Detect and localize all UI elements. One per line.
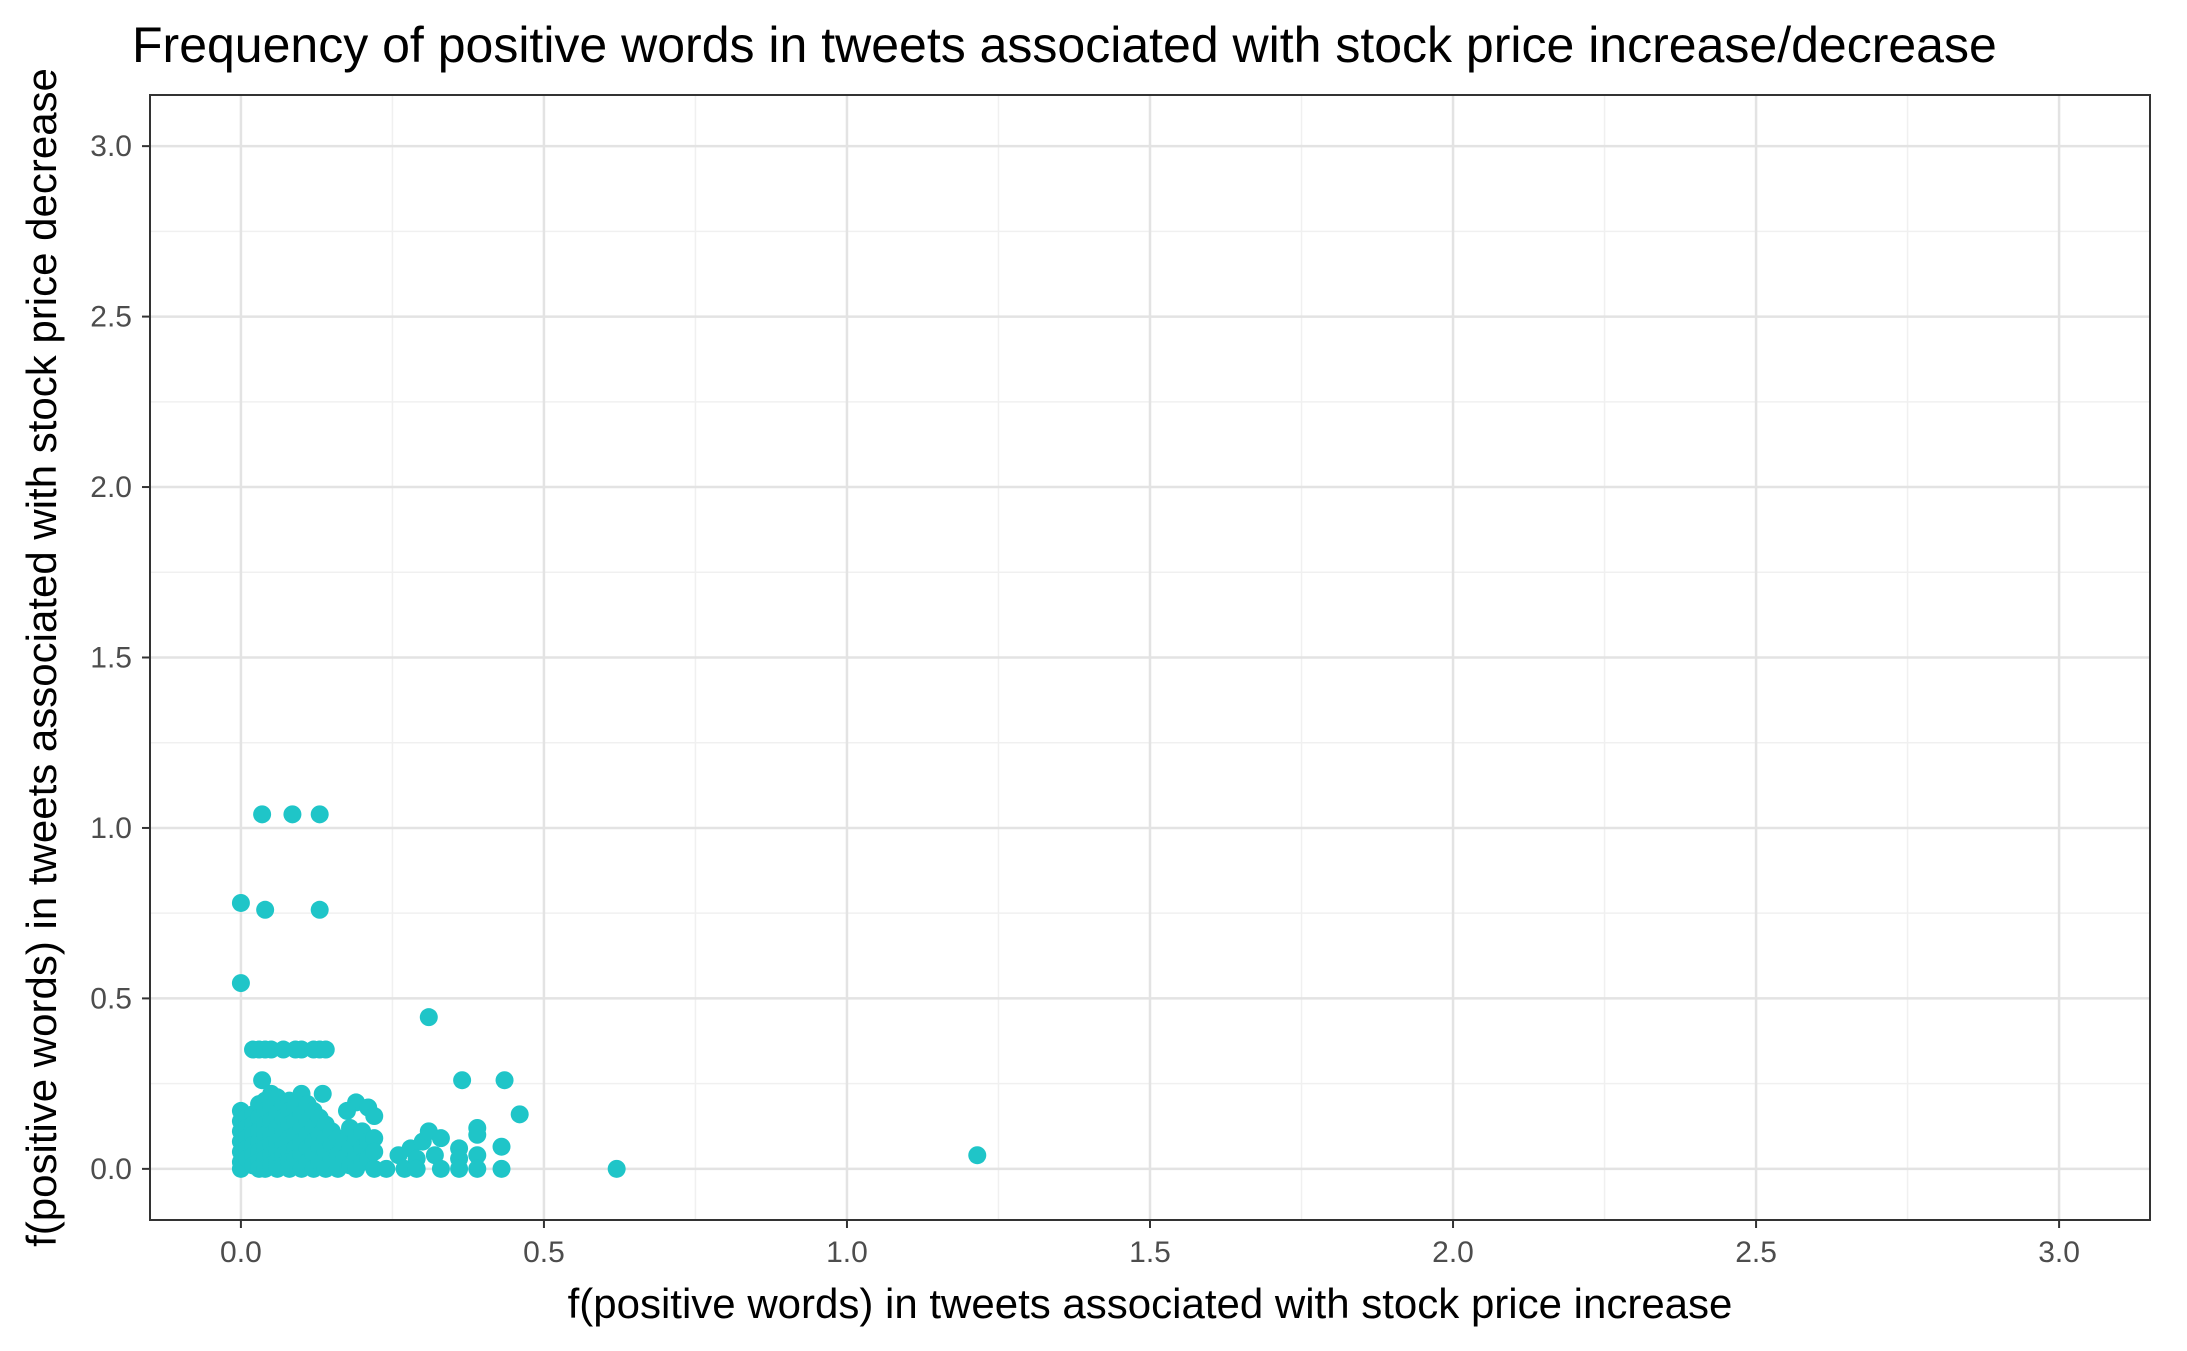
x-tick-label: 0.5 bbox=[523, 1236, 565, 1269]
data-point bbox=[310, 805, 329, 824]
y-tick-label: 2.5 bbox=[90, 301, 132, 334]
data-point bbox=[313, 1084, 332, 1103]
data-point bbox=[365, 1142, 384, 1161]
data-point bbox=[316, 1040, 335, 1059]
data-point bbox=[492, 1137, 511, 1156]
data-point bbox=[468, 1146, 487, 1165]
data-point bbox=[492, 1159, 511, 1178]
x-tick-label: 0.0 bbox=[220, 1236, 262, 1269]
x-tick-label: 2.0 bbox=[1432, 1236, 1474, 1269]
data-point bbox=[607, 1159, 626, 1178]
y-tick-label: 1.5 bbox=[90, 642, 132, 675]
y-tick-label: 2.0 bbox=[90, 471, 132, 504]
data-point bbox=[365, 1107, 384, 1126]
x-tick-label: 2.5 bbox=[1735, 1236, 1777, 1269]
y-tick-label: 0.5 bbox=[90, 982, 132, 1015]
data-point bbox=[253, 1071, 272, 1090]
data-point bbox=[231, 974, 250, 993]
data-point bbox=[283, 805, 302, 824]
x-axis-title: f(positive words) in tweets associated w… bbox=[568, 1280, 1733, 1327]
major-gridlines bbox=[150, 95, 2150, 1220]
data-point bbox=[310, 900, 329, 919]
data-point bbox=[495, 1071, 514, 1090]
data-point bbox=[337, 1101, 356, 1120]
y-axis-ticks: 0.0 0.5 1.0 1.5 2.0 2.5 3.0 bbox=[90, 130, 150, 1186]
y-axis-title: f(positive words) in tweets associated w… bbox=[18, 68, 65, 1247]
data-point bbox=[231, 893, 250, 912]
data-point bbox=[431, 1159, 450, 1178]
data-point bbox=[968, 1146, 987, 1165]
x-tick-label: 3.0 bbox=[2038, 1236, 2080, 1269]
data-point bbox=[253, 805, 272, 824]
data-point bbox=[365, 1129, 384, 1148]
chart-title: Frequency of positive words in tweets as… bbox=[132, 17, 1997, 73]
y-tick-label: 0.0 bbox=[90, 1153, 132, 1186]
data-point bbox=[419, 1008, 438, 1027]
data-point bbox=[377, 1159, 396, 1178]
data-point bbox=[510, 1105, 529, 1124]
y-tick-label: 3.0 bbox=[90, 130, 132, 163]
data-point bbox=[450, 1159, 469, 1178]
data-points bbox=[231, 805, 987, 1178]
x-tick-label: 1.5 bbox=[1129, 1236, 1171, 1269]
data-point bbox=[431, 1129, 450, 1148]
y-tick-label: 1.0 bbox=[90, 812, 132, 845]
data-point bbox=[425, 1146, 444, 1165]
x-tick-label: 1.0 bbox=[826, 1236, 868, 1269]
x-axis-ticks: 0.0 0.5 1.0 1.5 2.0 2.5 3.0 bbox=[220, 1220, 2080, 1269]
data-point bbox=[256, 900, 275, 919]
data-point bbox=[468, 1159, 487, 1178]
data-point bbox=[407, 1159, 426, 1178]
data-point bbox=[453, 1071, 472, 1090]
data-point bbox=[468, 1125, 487, 1144]
